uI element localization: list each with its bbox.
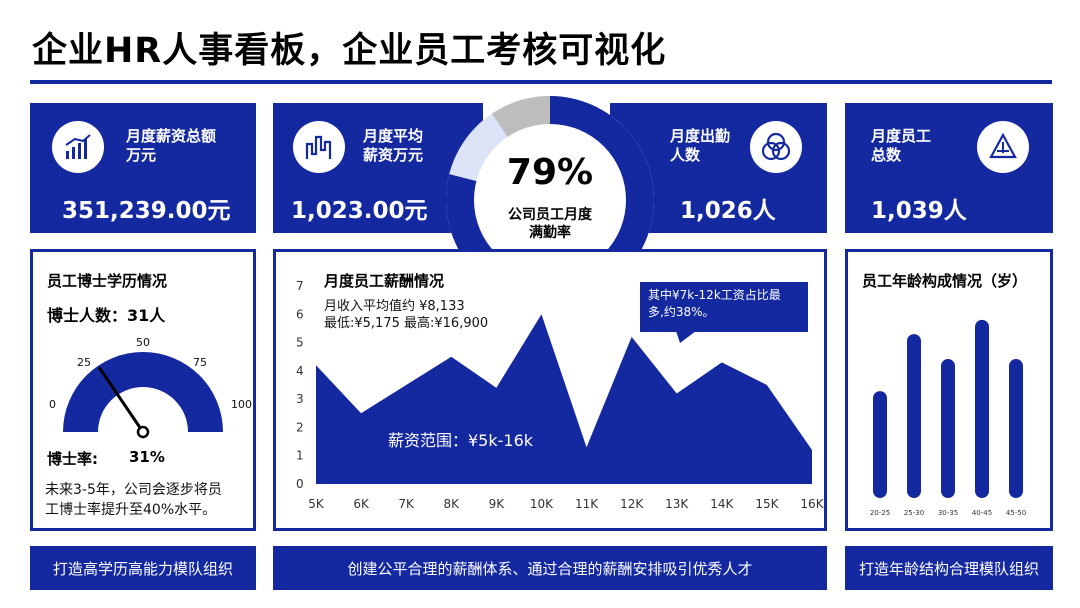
phd-panel-title: 员工博士学历情况 <box>47 272 168 290</box>
gauge-tick-25: 25 <box>77 356 91 369</box>
salary-ytick: 2 <box>296 420 304 434</box>
footer-salary: 创建公平合理的薪酬体系、通过合理的薪酬安排吸引优秀人才 <box>273 546 827 590</box>
age-xtick: 45-50 <box>1006 509 1026 517</box>
salary-xtick: 10K <box>530 497 554 511</box>
age-bar <box>941 359 955 498</box>
phd-note-line2: 工博士率提升至40%水平。 <box>45 502 217 518</box>
salary-xtick: 7K <box>398 497 415 511</box>
gauge-tick-50: 50 <box>136 336 150 349</box>
gauge-hub <box>136 425 150 439</box>
salary-panel-title: 月度员工薪酬情况 <box>324 272 445 290</box>
kpi-value: 351,239.00元 <box>62 198 231 224</box>
age-bar <box>907 334 921 498</box>
donut-percent: 79% <box>506 152 594 193</box>
kpi-value: 1,023.00元 <box>291 198 428 224</box>
kpi-card-headcount: 月度员工 总数 1,039人 <box>845 103 1053 233</box>
salary-ytick: 0 <box>296 477 304 491</box>
age-xtick: 20-25 <box>870 509 890 517</box>
age-xtick: 30-35 <box>938 509 958 517</box>
kpi-label-line2: 总数 <box>871 146 902 164</box>
salary-xtick: 15K <box>755 497 779 511</box>
kpi-label-line2: 人数 <box>670 146 701 164</box>
kpi-value: 1,026人 <box>680 198 776 224</box>
salary-ytick: 6 <box>296 307 304 321</box>
kpi-value: 1,039人 <box>871 198 967 224</box>
page-title: 企业HR人事看板，企业员工考核可视化 <box>32 31 667 71</box>
kpi-label-line1: 月度员工 <box>871 127 932 145</box>
gauge-needle <box>97 366 145 433</box>
phd-rate-label: 博士率: <box>47 450 98 468</box>
donut-label-line1: 公司员工月度 <box>508 207 592 223</box>
recycle-triangle-icon <box>977 121 1029 173</box>
salary-area <box>316 314 812 484</box>
kpi-label-line2: 万元 <box>126 146 157 164</box>
age-xtick: 25-30 <box>904 509 924 517</box>
salary-xtick: 11K <box>575 497 599 511</box>
salary-ytick: 3 <box>296 392 304 406</box>
kpi-label-line2: 薪资万元 <box>363 146 424 164</box>
donut-label-line2: 满勤率 <box>529 225 571 241</box>
kpi-label-line1: 月度薪资总额 <box>126 127 217 145</box>
kpi-card-avg-salary: 月度平均 薪资万元 1,023.00元 <box>273 103 483 233</box>
kpi-label-line1: 月度出勤 <box>670 127 731 145</box>
salary-range-label: 薪资范围：¥5k-16k <box>388 431 534 450</box>
footer-age: 打造年龄结构合理模队组织 <box>845 546 1053 590</box>
salary-callout-line2: 多,约38%。 <box>648 305 715 319</box>
age-panel-title: 员工年龄构成情况（岁） <box>862 272 1028 290</box>
salary-ytick: 5 <box>296 336 304 350</box>
salary-note-line1: 月收入平均值约 ¥8,133 <box>324 299 465 314</box>
age-panel: 员工年龄构成情况（岁） 20-25 25-30 30-35 40-45 45-50 <box>845 249 1053 531</box>
title-divider <box>30 80 1052 84</box>
salary-xtick: 6K <box>353 497 370 511</box>
age-bar <box>1009 359 1023 498</box>
salary-callout: 其中¥7k-12k工资占比最 多,约38%。 <box>640 282 808 332</box>
salary-xtick: 12K <box>620 497 644 511</box>
kpi-card-total-salary: 月度薪资总额 万元 351,239.00元 <box>30 103 256 233</box>
salary-xtick: 9K <box>489 497 506 511</box>
callout-pointer <box>676 331 696 343</box>
gauge-tick-100: 100 <box>231 398 252 411</box>
salary-ytick: 4 <box>296 364 304 378</box>
phd-gauge: 0 25 50 75 100 <box>49 336 252 439</box>
age-bar <box>975 319 989 498</box>
salary-xtick: 13K <box>665 497 689 511</box>
kpi-label-line1: 月度平均 <box>363 127 424 145</box>
phd-rate-value: 31% <box>129 448 165 466</box>
bar-chart-icon <box>293 121 345 173</box>
salary-panel: 0 1 2 3 4 5 6 7 5K 6K 7K 8K 9K 10K 11K 12K 13K 14K 15K 16K … <box>273 249 827 531</box>
salary-xtick: 16K <box>800 497 824 511</box>
salary-ytick: 7 <box>296 279 304 293</box>
phd-count: 博士人数：31人 <box>47 306 166 325</box>
phd-panel: 员工博士学历情况 博士人数：31人 0 25 50 75 100 博士率: 31… <box>30 249 256 531</box>
gauge-tick-0: 0 <box>49 398 56 411</box>
bar-growth-icon <box>52 121 104 173</box>
gauge-tick-75: 75 <box>193 356 207 369</box>
salary-xtick: 5K <box>308 497 325 511</box>
salary-ytick: 1 <box>296 449 304 463</box>
salary-callout-line1: 其中¥7k-12k工资占比最 <box>648 288 781 302</box>
salary-xtick: 14K <box>710 497 734 511</box>
venn-circles-icon <box>750 121 802 173</box>
salary-xtick: 8K <box>444 497 461 511</box>
salary-note-line2: 最低:¥5,175 最高:¥16,900 <box>324 316 489 331</box>
age-bar-chart: 20-25 25-30 30-35 40-45 45-50 <box>870 319 1026 517</box>
salary-area-chart: 0 1 2 3 4 5 6 7 5K 6K 7K 8K 9K 10K 11K 12K 13K 14K 15K 16K <box>296 279 824 511</box>
age-xtick: 40-45 <box>972 509 992 517</box>
phd-note-line1: 未来3-5年，公司会逐步将员 <box>45 482 222 498</box>
footer-phd: 打造高学历高能力模队组织 <box>30 546 256 590</box>
age-bar <box>873 391 887 498</box>
